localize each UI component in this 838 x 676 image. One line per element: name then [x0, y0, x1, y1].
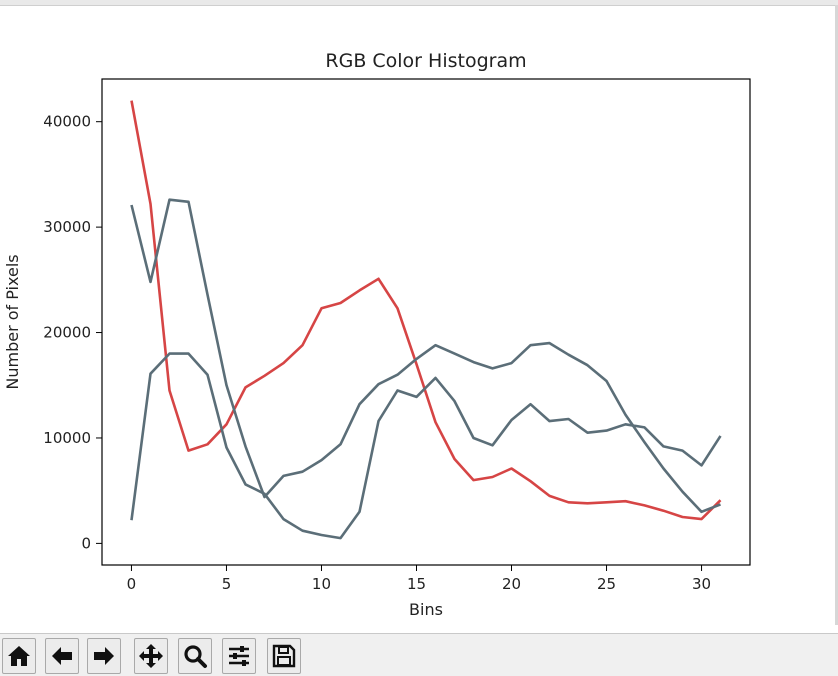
plot-area — [102, 79, 750, 565]
pan-button[interactable] — [134, 638, 168, 674]
histogram-chart: RGB Color Histogram Bins Number of Pixel… — [3, 50, 751, 619]
home-icon — [8, 646, 30, 666]
y-tick-label: 30000 — [43, 218, 91, 236]
series-line-1 — [130, 100, 722, 521]
configure-subplots-button[interactable] — [222, 638, 256, 674]
chart-title: RGB Color Histogram — [325, 50, 526, 72]
home-button[interactable] — [2, 638, 36, 674]
arrow-left-icon — [52, 647, 72, 665]
y-axis-ticks: 0 10000 20000 30000 40000 — [43, 113, 102, 552]
window-top-strip — [0, 0, 838, 6]
zoom-icon — [184, 645, 207, 668]
plot-toolbar — [0, 633, 838, 676]
x-tick-label: 20 — [502, 575, 521, 593]
arrow-right-icon — [94, 647, 114, 665]
x-tick-label: 5 — [222, 575, 232, 593]
x-tick-label: 0 — [127, 575, 137, 593]
series-layer — [130, 100, 722, 540]
move-icon — [139, 644, 163, 668]
window-right-edge — [835, 5, 838, 625]
y-tick-label: 40000 — [43, 113, 91, 131]
x-axis-ticks: 0 5 10 15 20 25 30 — [127, 565, 711, 593]
series-line-3 — [130, 352, 722, 540]
x-tick-label: 10 — [312, 575, 331, 593]
zoom-button[interactable] — [178, 638, 212, 674]
x-axis-label: Bins — [409, 600, 443, 619]
series-line-2 — [130, 198, 721, 514]
y-tick-label: 10000 — [43, 429, 91, 447]
y-tick-label: 0 — [81, 534, 91, 552]
plot-frame — [101, 78, 751, 566]
save-icon — [272, 644, 296, 668]
x-tick-label: 15 — [407, 575, 426, 593]
save-button[interactable] — [267, 638, 301, 674]
y-tick-label: 20000 — [43, 324, 91, 342]
sliders-icon — [229, 646, 249, 666]
x-tick-label: 30 — [692, 575, 711, 593]
x-tick-label: 25 — [597, 575, 616, 593]
forward-button[interactable] — [87, 638, 121, 674]
y-axis-label: Number of Pixels — [3, 254, 22, 389]
back-button[interactable] — [45, 638, 79, 674]
